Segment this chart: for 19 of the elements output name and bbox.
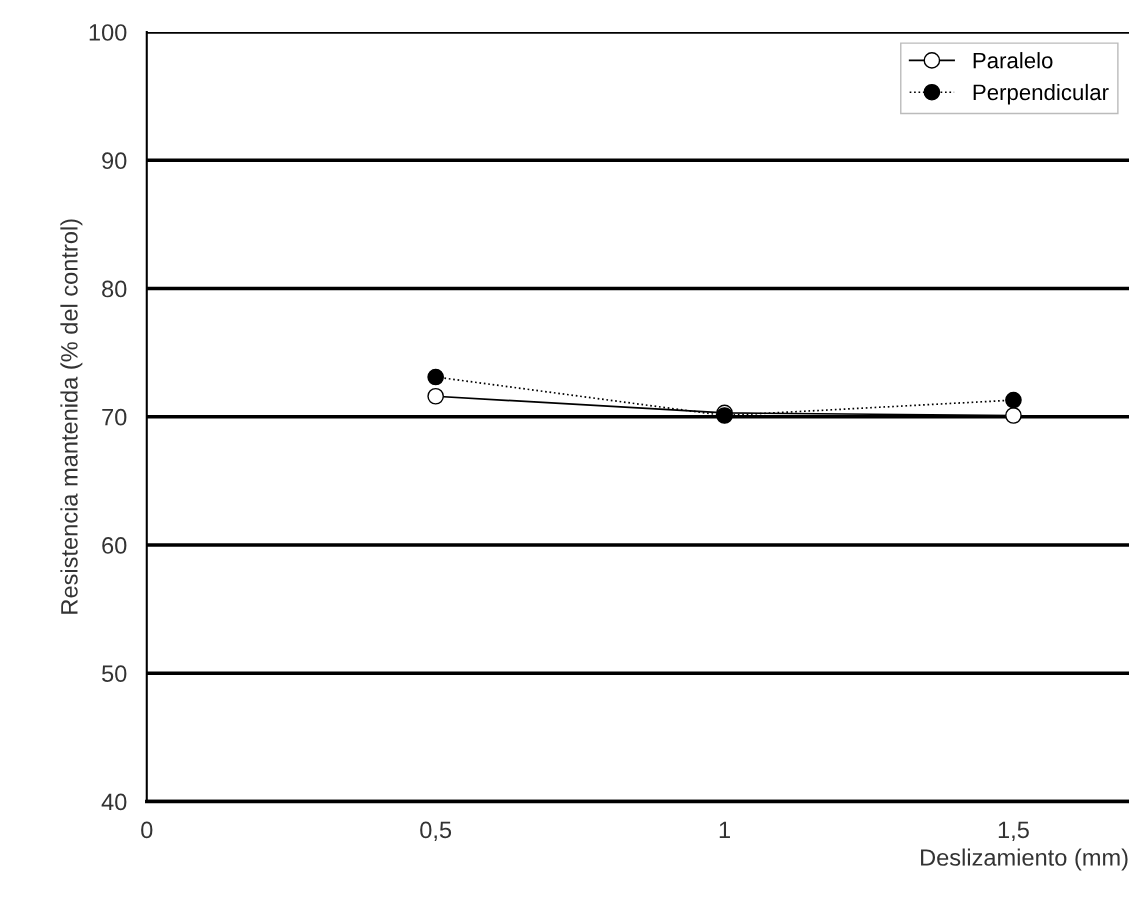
y-tick-label: 60 — [102, 537, 127, 554]
y-tick-label: 40 — [101, 793, 127, 811]
y-tick-label: 100 — [89, 24, 127, 41]
x-tick-label: 0 — [141, 821, 153, 839]
y-tick-label: 50 — [102, 665, 127, 683]
point — [427, 368, 444, 386]
y-tick-label: 90 — [102, 152, 127, 170]
point — [1005, 407, 1022, 424]
x-axis-title: Deslizamiento (mm) — [921, 848, 1128, 871]
point — [427, 387, 444, 405]
x-tick-label: 0,5 — [420, 821, 452, 842]
x-tick-label: 1 — [719, 821, 730, 839]
y-tick-label: 80 — [102, 280, 127, 298]
x-tick-label: 1,5 — [998, 821, 1029, 842]
y-tick-label: 70 — [102, 408, 127, 426]
legend-label: Paralelo — [973, 52, 1053, 69]
legend-label: Perpendicular — [973, 83, 1109, 105]
point — [1005, 391, 1022, 409]
y-axis-title: Resistencia mantenida (% del control) — [60, 219, 83, 614]
